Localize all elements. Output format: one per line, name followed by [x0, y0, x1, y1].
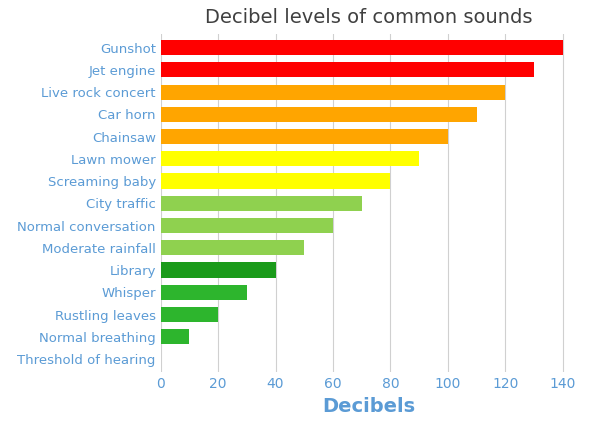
- Title: Decibel levels of common sounds: Decibel levels of common sounds: [205, 8, 533, 27]
- Bar: [161, 218, 333, 233]
- Bar: [161, 107, 477, 122]
- Bar: [161, 84, 505, 100]
- Bar: [161, 329, 189, 345]
- Bar: [161, 196, 362, 211]
- Bar: [161, 307, 218, 322]
- Bar: [161, 262, 275, 278]
- Bar: [161, 62, 534, 77]
- Bar: [161, 240, 304, 256]
- Bar: [161, 151, 419, 166]
- Bar: [161, 40, 563, 55]
- Bar: [161, 129, 448, 144]
- X-axis label: Decibels: Decibels: [322, 397, 415, 416]
- Bar: [161, 173, 390, 189]
- Bar: [161, 285, 247, 300]
